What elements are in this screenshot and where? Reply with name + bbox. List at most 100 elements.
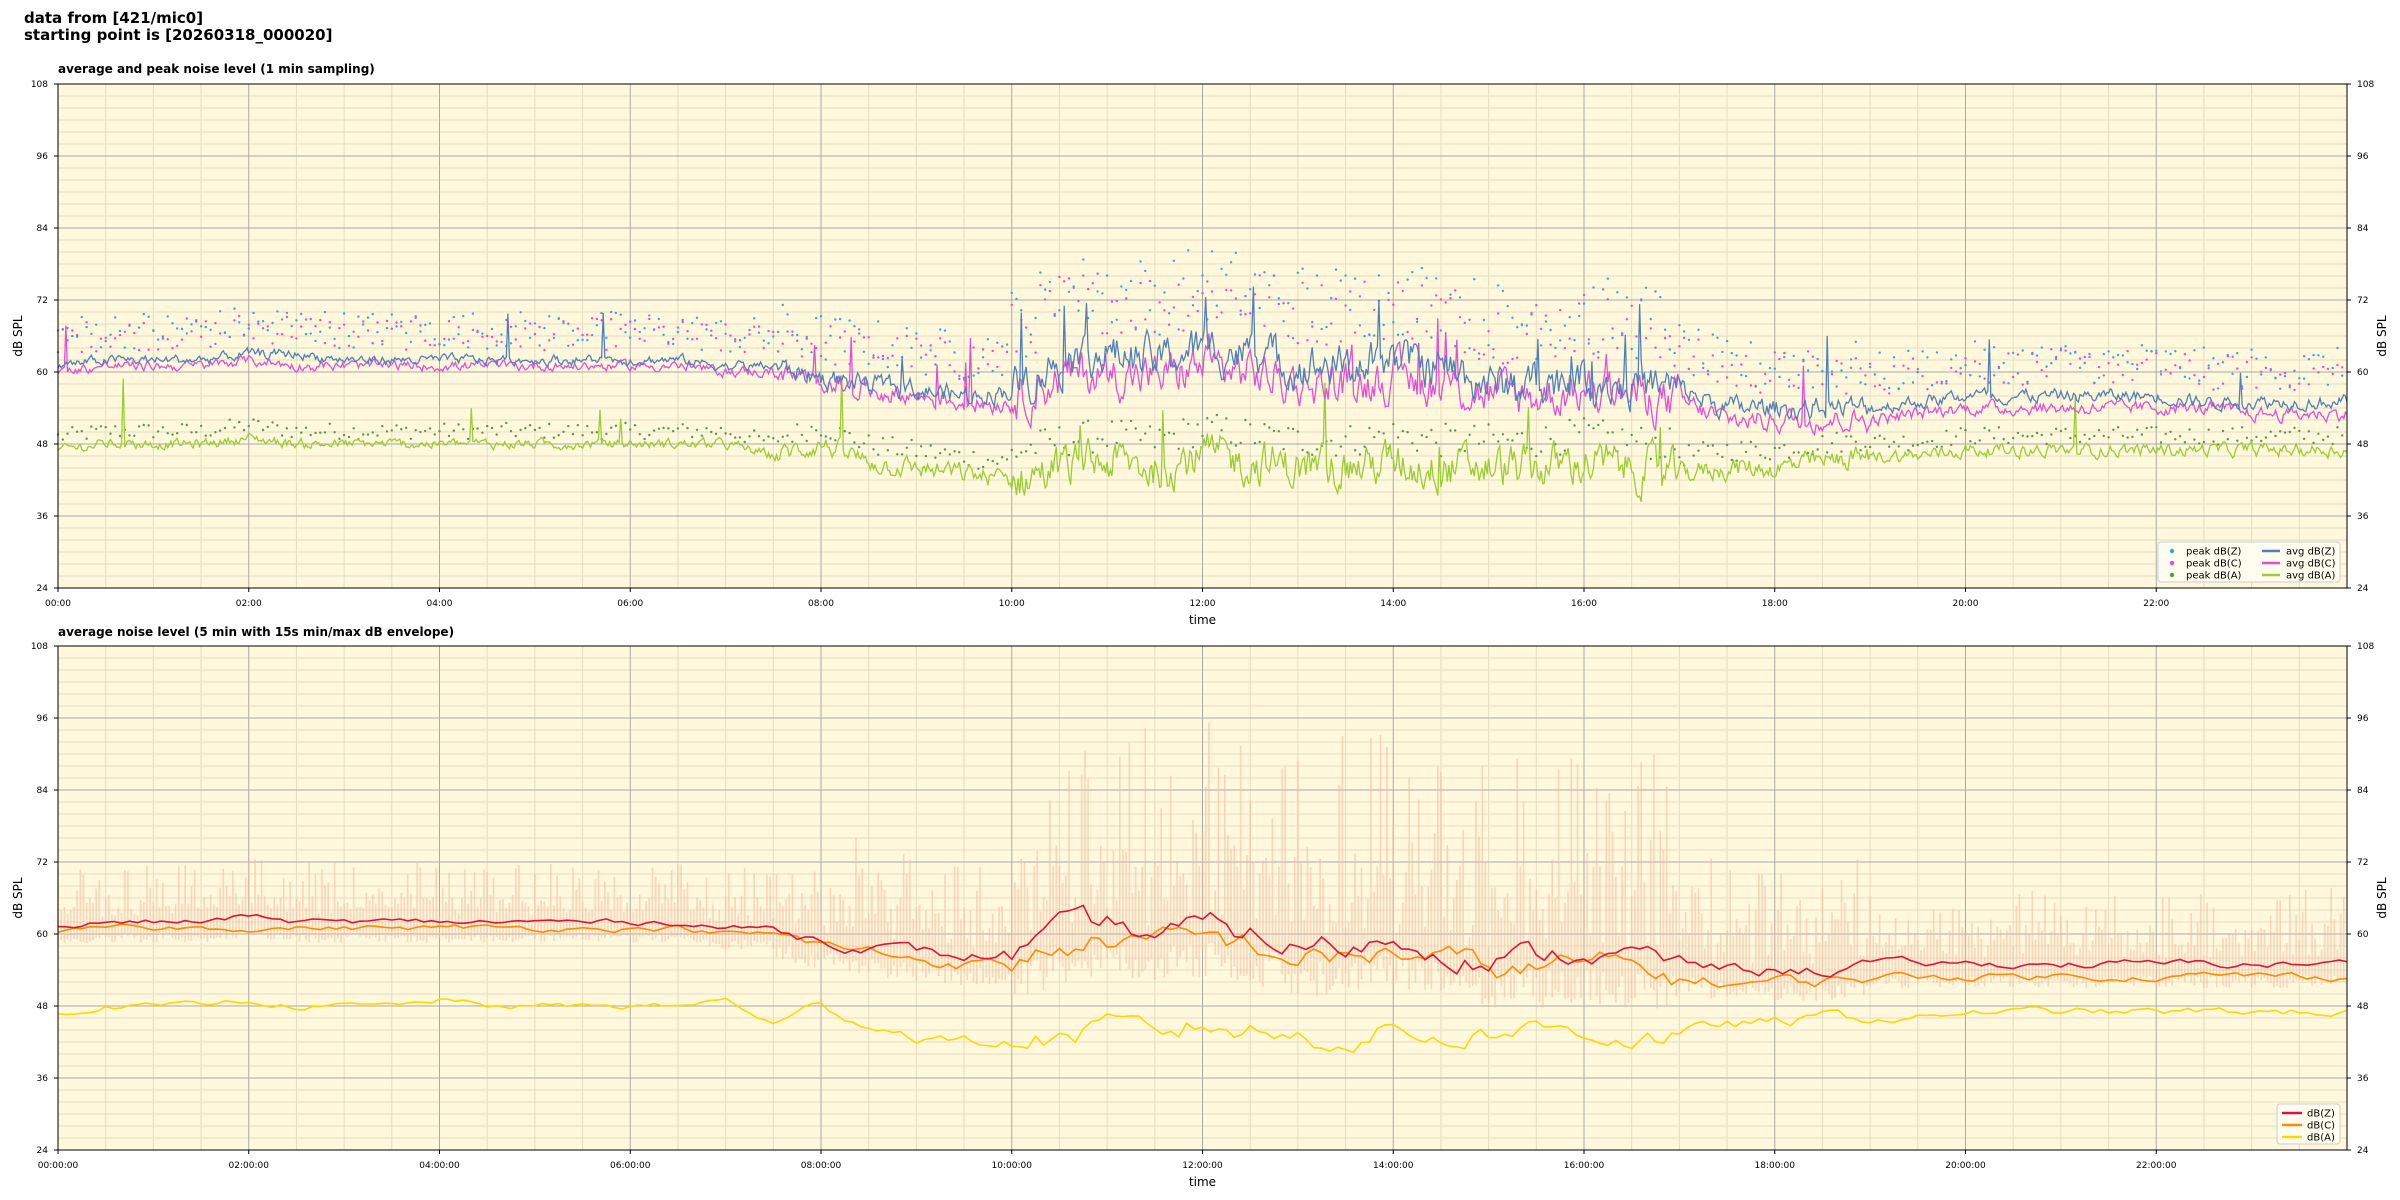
peak-dbc-point	[910, 365, 913, 368]
peak-dbz-point	[2264, 356, 2268, 359]
peak-dba-point	[595, 431, 599, 434]
peak-dbc-point	[1659, 356, 1662, 359]
peak-dbc-point	[447, 320, 451, 323]
peak-dbz-point	[905, 327, 908, 330]
peak-dbz-point	[1263, 271, 1266, 274]
peak-dbc-point	[1859, 367, 1862, 370]
peak-dbc-point	[576, 327, 579, 330]
peak-dbc-point	[1306, 339, 1309, 342]
peak-dbz-point	[1435, 277, 1438, 280]
peak-dbc-point	[1563, 346, 1567, 350]
peak-dbz-point	[1353, 277, 1357, 280]
peak-dbc-point	[571, 343, 575, 346]
peak-dbz-point	[404, 331, 408, 335]
peak-dba-point	[428, 427, 432, 430]
peak-dba-point	[385, 430, 389, 433]
x-tick-label: 22:00	[2143, 599, 2169, 609]
peak-dba-point	[1744, 450, 1748, 454]
peak-dbz-point	[1196, 289, 1199, 293]
peak-dbc-point	[2159, 373, 2163, 376]
peak-dbc-point	[819, 354, 823, 358]
peak-dbc-point	[514, 338, 517, 341]
peak-dba-point	[953, 450, 956, 453]
peak-dbz-point	[2016, 372, 2020, 375]
peak-dba-point	[1539, 450, 1543, 453]
peak-dbz-point	[1559, 339, 1562, 342]
peak-dbc-point	[1234, 297, 1238, 300]
peak-dbc-point	[1711, 354, 1715, 357]
peak-dbz-point	[2064, 345, 2067, 348]
peak-dbc-point	[285, 315, 289, 319]
peak-dbz-point	[1935, 351, 1939, 354]
x-tick-label: 20:00:00	[1945, 1161, 1986, 1171]
peak-dbz-point	[2164, 350, 2167, 353]
y-tick-label-right: 48	[2357, 440, 2369, 450]
peak-dba-point	[238, 420, 241, 424]
peak-dbz-point	[1539, 344, 1543, 347]
peak-dbc-point	[1697, 338, 1700, 341]
peak-dba-point	[1287, 427, 1290, 430]
peak-dbz-point	[1830, 370, 1834, 373]
peak-dbc-point	[1511, 357, 1514, 361]
peak-dbz-point	[1759, 362, 1762, 365]
peak-dbz-point	[877, 320, 880, 323]
peak-dba-point	[2217, 443, 2220, 446]
peak-dbc-point	[1296, 341, 1300, 345]
peak-dba-point	[2031, 434, 2034, 438]
peak-dbc-point	[1816, 364, 1819, 367]
peak-dba-point	[295, 426, 298, 430]
peak-dba-point	[304, 426, 308, 429]
peak-dbz-point	[109, 333, 112, 336]
peak-dba-point	[1463, 449, 1467, 453]
peak-dba-point	[1277, 430, 1281, 433]
peak-dbc-point	[2188, 359, 2191, 362]
peak-dbc-point	[1229, 289, 1233, 292]
x-tick-label: 00:00:00	[38, 1161, 79, 1171]
peak-dbc-point	[590, 317, 594, 320]
peak-dbc-point	[1935, 381, 1939, 384]
peak-dbz-point	[1621, 333, 1624, 337]
peak-dbz-point	[80, 315, 84, 319]
peak-dbz-point	[624, 331, 627, 334]
peak-dbz-point	[304, 332, 308, 336]
peak-dba-point	[1072, 440, 1075, 444]
peak-dbz-point	[366, 316, 370, 319]
peak-dba-point	[128, 434, 131, 437]
peak-dbz-point	[1897, 387, 1900, 390]
peak-dbz-point	[271, 321, 274, 325]
peak-dbz-point	[1382, 323, 1385, 327]
peak-dbz-point	[362, 323, 365, 326]
peak-dbc-point	[996, 365, 999, 369]
peak-dbc-point	[1892, 365, 1896, 368]
peak-dbz-point	[471, 312, 475, 315]
peak-dba-point	[233, 426, 236, 429]
peak-dbz-point	[1401, 333, 1405, 336]
peak-dba-point	[176, 432, 179, 435]
peak-dba-point	[476, 427, 479, 430]
peak-dba-point	[2302, 437, 2306, 441]
peak-dba-point	[199, 424, 203, 428]
peak-dbz-point	[2012, 351, 2015, 355]
peak-dbz-point	[2279, 387, 2282, 390]
peak-dbz-point	[199, 325, 203, 328]
peak-dbc-point	[1473, 348, 1476, 351]
peak-dbc-point	[1725, 376, 1729, 379]
peak-dbz-point	[700, 348, 703, 351]
panel-title: average and peak noise level (1 min samp…	[58, 62, 375, 76]
peak-dba-point	[1144, 432, 1147, 435]
peak-dbz-point	[1601, 288, 1605, 291]
peak-dba-point	[1139, 438, 1142, 442]
peak-dba-point	[257, 419, 260, 423]
x-tick-label: 08:00	[808, 599, 834, 609]
peak-dbz-point	[1001, 373, 1004, 377]
peak-dbc-point	[810, 342, 813, 345]
peak-dbc-point	[695, 337, 699, 340]
peak-dbc-point	[1430, 304, 1433, 307]
peak-dbc-point	[738, 339, 742, 342]
peak-dba-point	[2107, 436, 2110, 439]
peak-dba-point	[2188, 428, 2191, 431]
peak-dbc-point	[877, 356, 880, 359]
peak-dba-point	[118, 434, 122, 438]
peak-dbc-point	[1268, 296, 1271, 299]
peak-dbc-point	[1058, 275, 1061, 279]
